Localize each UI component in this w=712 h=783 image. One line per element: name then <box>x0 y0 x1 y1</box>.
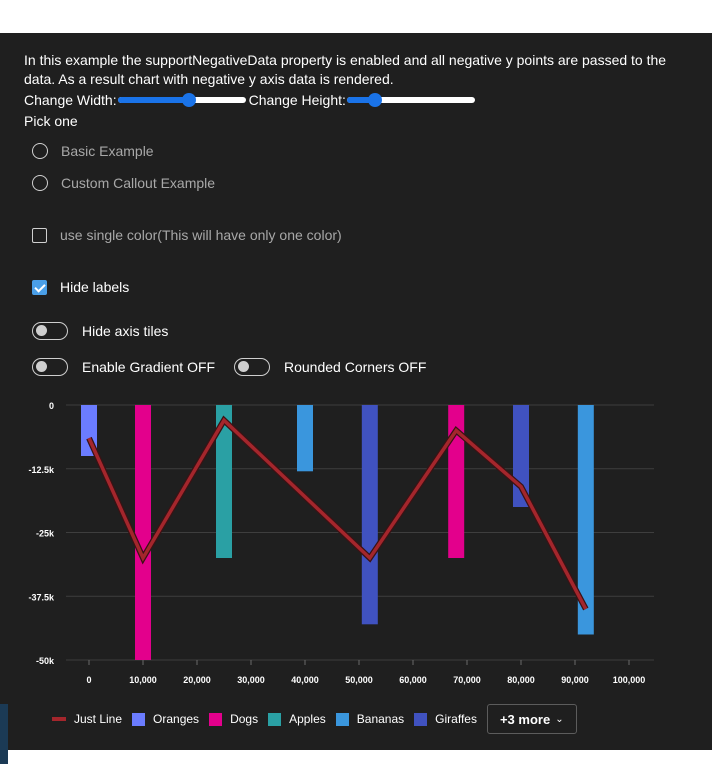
checkbox-label: Hide labels <box>60 279 130 295</box>
y-tick-label: 0 <box>49 401 54 411</box>
chart-bar <box>216 405 232 558</box>
x-tick-label: 40,000 <box>291 675 319 685</box>
width-slider[interactable] <box>117 93 246 107</box>
pick-one-label: Pick one <box>24 113 78 129</box>
legend-label: Oranges <box>153 712 200 726</box>
checkmark-icon[interactable] <box>32 279 47 295</box>
chart-bar <box>297 405 313 472</box>
legend-swatch <box>52 717 66 721</box>
legend-item[interactable]: Oranges <box>132 712 199 726</box>
legend-swatch <box>268 712 282 726</box>
x-tick-label: 10,000 <box>129 675 157 685</box>
x-tick-label: 80,000 <box>507 675 535 685</box>
radio-basic-example[interactable]: Basic Example <box>32 143 154 159</box>
side-scroll-tab[interactable] <box>0 704 8 764</box>
width-slider-thumb[interactable] <box>182 93 197 107</box>
x-tick-label: 100,000 <box>613 675 646 685</box>
height-label: Change Height: <box>248 92 346 108</box>
legend-swatch <box>132 712 146 726</box>
legend-swatch <box>209 712 223 726</box>
toggle-enable-gradient[interactable]: Enable Gradient OFF <box>32 358 215 376</box>
y-tick-label: -25k <box>36 529 55 539</box>
toggle-knob <box>36 325 47 336</box>
height-slider-fill <box>346 97 376 103</box>
line-series-outline <box>86 415 589 611</box>
legend-item[interactable]: Apples <box>268 712 326 726</box>
radio-circle-icon[interactable] <box>32 175 48 191</box>
width-slider-fill <box>117 97 190 103</box>
legend-item[interactable]: Just Line <box>52 712 122 726</box>
checkbox-hide-labels[interactable]: Hide labels <box>32 279 129 295</box>
width-label: Change Width: <box>24 92 117 108</box>
checkbox-label: use single color(This will have only one… <box>60 227 342 243</box>
legend-swatch <box>335 712 349 726</box>
toggle-knob <box>238 361 249 372</box>
chart-bar <box>135 405 151 660</box>
x-tick-label: 60,000 <box>399 675 427 685</box>
legend-more-button[interactable]: +3 more ⌄ <box>486 704 577 734</box>
more-button-label: +3 more <box>499 711 551 727</box>
legend-swatch <box>414 712 428 726</box>
checkbox-box-icon[interactable] <box>32 227 47 243</box>
size-controls: Change Width: Change Height: <box>24 90 478 110</box>
toggle-rounded-corners[interactable]: Rounded Corners OFF <box>234 358 426 376</box>
chart-bar <box>577 405 594 635</box>
toggle-switch[interactable] <box>32 358 68 376</box>
toggle-knob <box>36 361 47 372</box>
legend-label: Bananas <box>356 712 405 726</box>
line-series-just-line <box>87 417 588 610</box>
chart-legend: Just Line Oranges Dogs Apples Bananas Giraffe… <box>52 704 577 734</box>
legend-label: Apples <box>289 712 326 726</box>
y-tick-label: -12.5k <box>28 465 55 475</box>
toggle-label: Enable Gradient OFF <box>82 359 216 375</box>
toggle-switch[interactable] <box>234 358 270 376</box>
x-tick-label: 0 <box>86 675 91 685</box>
x-tick-label: 50,000 <box>345 675 373 685</box>
chevron-down-icon: ⌄ <box>555 713 564 725</box>
toggle-label: Hide axis tiles <box>82 323 169 339</box>
vertical-bar-chart: 0 -12.5k -25k -37.5k -50k 0 10,000 20,000 30,000… <box>28 401 654 685</box>
checkbox-single-color[interactable]: use single color(This will have only one… <box>32 227 342 243</box>
x-tick-label: 70,000 <box>453 675 481 685</box>
radio-custom-callout-example[interactable]: Custom Callout Example <box>32 175 215 191</box>
example-panel: In this example the supportNegativeData … <box>0 33 712 764</box>
toggle-hide-axis-tiles[interactable]: Hide axis tiles <box>32 322 168 340</box>
radio-label: Custom Callout Example <box>61 175 216 191</box>
legend-item[interactable]: Dogs <box>209 712 258 726</box>
y-tick-label: -37.5k <box>28 592 55 602</box>
toggle-switch[interactable] <box>32 322 68 340</box>
radio-circle-icon[interactable] <box>32 143 48 159</box>
toggle-label: Rounded Corners OFF <box>284 359 427 375</box>
legend-label: Just Line <box>74 712 123 726</box>
chart-bar <box>448 405 465 558</box>
legend-item[interactable]: Bananas <box>335 712 405 726</box>
height-slider[interactable] <box>346 93 475 107</box>
legend-label: Dogs <box>230 712 259 726</box>
chart-bar <box>361 405 378 625</box>
y-tick-label: -50k <box>36 656 55 666</box>
description-text: In this example the supportNegativeData … <box>24 52 667 87</box>
legend-item[interactable]: Giraffes <box>414 712 477 726</box>
radio-label: Basic Example <box>61 143 154 159</box>
x-tick-label: 20,000 <box>183 675 211 685</box>
legend-label: Giraffes <box>435 712 477 726</box>
x-tick-label: 90,000 <box>561 675 589 685</box>
x-tick-label: 30,000 <box>237 675 265 685</box>
height-slider-thumb[interactable] <box>368 93 383 107</box>
